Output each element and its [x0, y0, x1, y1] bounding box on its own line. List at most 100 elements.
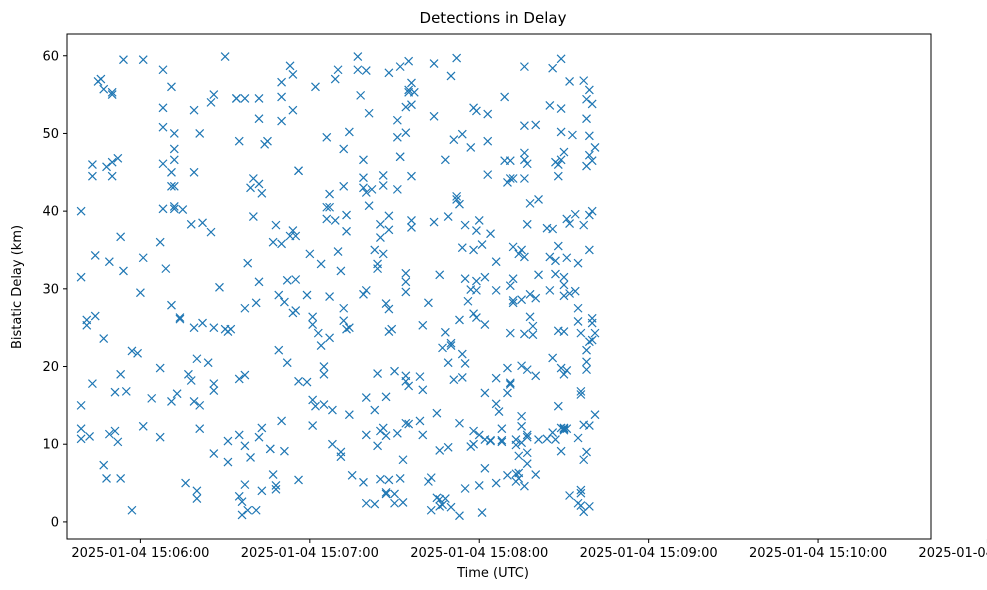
- data-point: [584, 245, 594, 255]
- data-point: [446, 341, 456, 350]
- data-point: [268, 470, 278, 479]
- data-point: [76, 434, 86, 444]
- data-point: [288, 105, 298, 115]
- data-point: [401, 376, 411, 386]
- data-point: [497, 437, 507, 447]
- data-point: [223, 457, 233, 467]
- y-tick-label: 10: [42, 438, 59, 453]
- data-point: [443, 442, 453, 452]
- data-point: [582, 94, 591, 104]
- data-point: [491, 257, 501, 267]
- data-point: [302, 377, 312, 387]
- data-point: [460, 220, 470, 230]
- data-point: [107, 171, 117, 181]
- data-point: [534, 195, 543, 204]
- data-point: [361, 430, 371, 440]
- data-point: [438, 343, 447, 353]
- data-point: [457, 243, 467, 253]
- data-point: [486, 435, 495, 445]
- data-point: [500, 92, 510, 102]
- data-point: [587, 318, 597, 328]
- data-point: [370, 499, 380, 509]
- data-point: [398, 498, 408, 507]
- x-axis: 2025-01-04 15:06:00 2025-01-04 15:07:00 20…: [71, 539, 987, 561]
- data-point: [423, 298, 433, 308]
- data-point: [243, 505, 253, 515]
- data-point: [378, 249, 388, 259]
- data-point: [305, 249, 315, 259]
- data-point: [559, 327, 569, 336]
- data-point: [99, 460, 109, 470]
- data-point: [480, 272, 490, 282]
- data-point: [381, 392, 391, 402]
- data-point: [392, 184, 402, 194]
- data-point: [463, 296, 473, 306]
- data-point: [336, 447, 346, 457]
- data-point: [384, 211, 394, 221]
- y-tick-label: 30: [42, 282, 59, 297]
- data-point: [336, 452, 346, 462]
- data-point: [90, 311, 100, 321]
- data-point: [330, 74, 340, 84]
- data-point: [265, 444, 275, 454]
- data-point: [503, 363, 512, 373]
- data-point: [96, 74, 106, 84]
- data-point: [559, 291, 569, 301]
- data-point: [505, 328, 515, 338]
- data-point: [519, 155, 529, 165]
- data-point: [590, 328, 600, 338]
- data-point: [576, 485, 586, 495]
- data-point: [390, 366, 399, 376]
- data-point: [409, 87, 419, 97]
- data-point: [155, 432, 165, 442]
- data-point: [584, 421, 594, 430]
- data-point: [116, 232, 126, 242]
- data-point: [339, 144, 349, 154]
- data-point: [483, 170, 493, 180]
- data-point: [508, 274, 518, 284]
- data-point: [548, 224, 558, 234]
- data-point: [288, 69, 298, 79]
- data-point: [361, 66, 371, 75]
- data-points: [76, 52, 600, 521]
- data-point: [418, 430, 428, 440]
- data-point: [435, 446, 445, 455]
- data-point: [291, 306, 301, 316]
- data-point: [169, 155, 179, 165]
- data-point: [584, 501, 594, 511]
- data-point: [525, 198, 535, 208]
- data-point: [169, 204, 179, 214]
- data-point: [457, 372, 467, 382]
- data-point: [548, 428, 558, 437]
- data-point: [576, 390, 586, 399]
- data-point: [508, 298, 518, 308]
- data-point: [514, 249, 524, 259]
- data-point: [288, 226, 298, 235]
- data-point: [308, 421, 318, 430]
- data-point: [443, 358, 453, 368]
- data-point: [519, 62, 529, 72]
- data-point: [573, 317, 583, 326]
- data-point: [455, 511, 464, 521]
- data-point: [274, 290, 284, 300]
- data-point: [545, 101, 555, 110]
- data-point: [426, 505, 436, 515]
- data-point: [390, 498, 399, 508]
- data-point: [370, 245, 380, 255]
- data-point: [522, 430, 532, 440]
- data-point: [319, 362, 329, 371]
- data-point: [390, 489, 399, 499]
- data-point: [508, 296, 518, 305]
- data-point: [119, 55, 128, 65]
- data-point: [192, 486, 202, 496]
- data-point: [401, 268, 411, 278]
- data-point: [248, 212, 258, 222]
- data-point: [127, 505, 137, 515]
- data-point: [559, 424, 569, 434]
- data-point: [322, 132, 332, 142]
- data-point: [407, 100, 416, 110]
- data-point: [330, 216, 340, 225]
- data-point: [398, 455, 408, 465]
- data-point: [325, 333, 335, 343]
- data-point: [395, 473, 405, 483]
